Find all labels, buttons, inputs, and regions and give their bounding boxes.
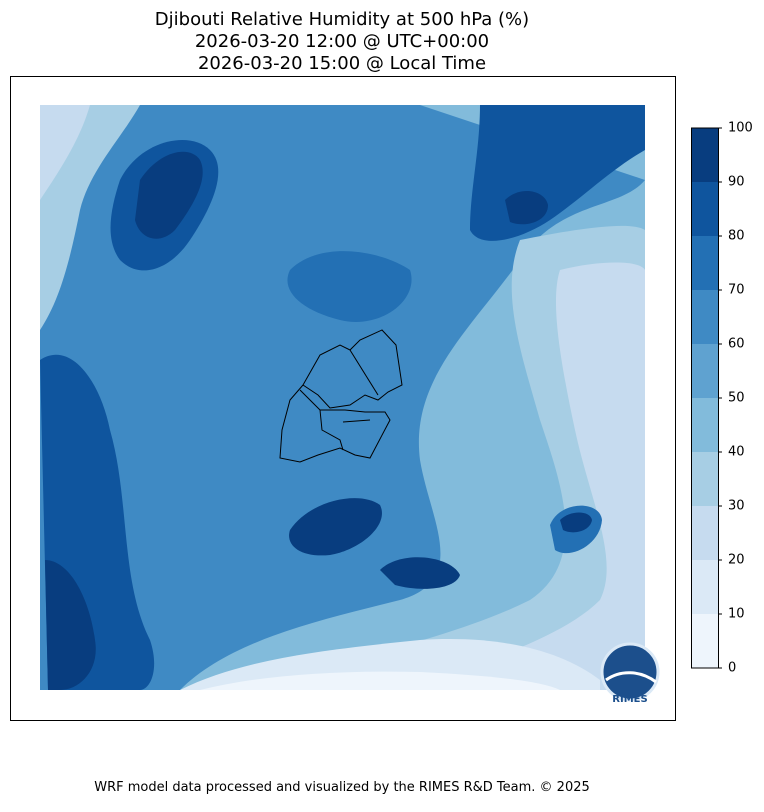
- colorbar-tick-label: 40: [728, 445, 745, 460]
- field-region: [420, 262, 645, 690]
- humidity-field: [40, 105, 645, 691]
- colorbar-tick-label: 90: [728, 175, 745, 190]
- title-line: 2026-03-20 12:00 @ UTC+00:00: [195, 31, 489, 52]
- field-region: [200, 671, 560, 690]
- field-region: [560, 512, 592, 533]
- border: [319, 409, 344, 451]
- field-region: [45, 560, 96, 690]
- colorbar-band: [691, 236, 718, 290]
- colorbar-band: [691, 506, 718, 560]
- colorbar-band: [691, 452, 718, 506]
- title-line: Djibouti Relative Humidity at 500 hPa (%…: [155, 9, 529, 30]
- colorbar-band: [691, 128, 718, 182]
- border: [279, 384, 391, 463]
- field-region: [289, 498, 382, 556]
- colorbar-tick-label: 50: [728, 391, 745, 406]
- logo-label: RIMES: [612, 694, 647, 705]
- colorbar-band: [691, 344, 718, 398]
- colorbar-tick-label: 30: [728, 499, 745, 514]
- footer: WRF model data processed and visualized …: [94, 780, 590, 795]
- field-region: [380, 557, 460, 589]
- colorbar-tick-label: 60: [728, 337, 745, 352]
- logo: RIMES: [600, 642, 660, 705]
- colorbar-tick-label: 10: [728, 607, 745, 622]
- title-line: 2026-03-20 15:00 @ Local Time: [198, 53, 486, 74]
- colorbar-tick-label: 70: [728, 283, 745, 298]
- field-region: [300, 225, 645, 691]
- colorbar-tick-label: 100: [728, 121, 753, 136]
- border: [302, 329, 403, 409]
- colorbar: 0 10 20 30 40 50 60 70 80 90 100: [691, 121, 753, 676]
- admin-borders: [279, 329, 403, 463]
- colorbar-band: [691, 560, 718, 614]
- colorbar-band: [691, 182, 718, 236]
- border: [349, 349, 379, 396]
- border: [342, 419, 371, 423]
- colorbar-band: [691, 398, 718, 452]
- colorbar-tick-label: 80: [728, 229, 745, 244]
- colorbar-tick-label: 20: [728, 553, 745, 568]
- colorbar-band: [691, 614, 718, 668]
- logo-wave: [605, 671, 657, 684]
- colorbar-tick-label: 0: [728, 661, 736, 676]
- title: Djibouti Relative Humidity at 500 hPa (%…: [155, 9, 529, 74]
- field-region: [40, 105, 140, 330]
- field-region: [40, 105, 90, 200]
- field-region: [287, 251, 412, 322]
- field-region: [505, 190, 548, 225]
- colorbar-band: [691, 290, 718, 344]
- field-region: [135, 151, 203, 239]
